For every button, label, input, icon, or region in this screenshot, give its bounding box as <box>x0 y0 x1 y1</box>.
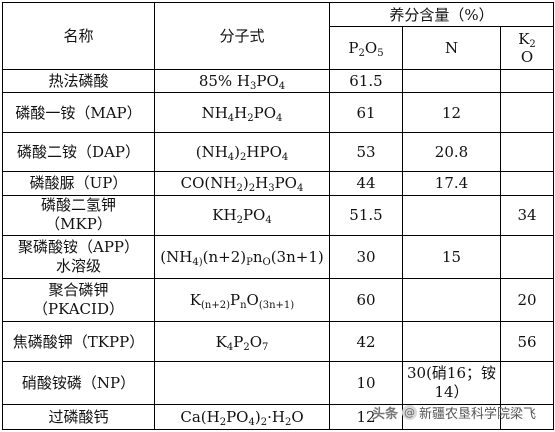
row-formula: K4P2O7 <box>154 321 330 362</box>
row-name: 焦磷酸钾（TKPP） <box>2 321 155 362</box>
row-name: 聚磷酸铵（APP） 水溶级 <box>2 235 155 279</box>
row-n: 12 <box>402 92 501 133</box>
row-name: 磷酸二铵（DAP） <box>2 131 155 173</box>
row-k2o <box>500 92 554 133</box>
header-k2o: K2 O <box>500 26 554 70</box>
row-name: 磷酸一铵（MAP） <box>2 92 155 133</box>
row-formula: (NH4)2HPO4 <box>154 131 330 173</box>
row-formula: K(n+2)PnO(3n+1) <box>154 277 330 323</box>
table-row: 磷酸二铵（DAP） (NH4)2HPO4 53 20.8 <box>2 131 554 173</box>
header-formula: 分子式 <box>154 2 330 70</box>
row-k2o <box>500 403 554 431</box>
row-formula: Ca(H2PO4)2·H2O <box>154 403 330 431</box>
row-p2o5: 42 <box>329 321 403 362</box>
row-p2o5: 61 <box>329 92 403 133</box>
row-p2o5: 51.5 <box>329 194 403 237</box>
header-nutrient: 养分含量（%） <box>329 1 554 28</box>
header-name: 名称 <box>2 2 155 70</box>
row-k2o: 34 <box>500 194 554 237</box>
at-icon: @ <box>402 404 418 420</box>
table-row: 磷酸一铵（MAP） NH4H2PO4 61 12 <box>2 92 554 133</box>
header-p2o5: P2O5 <box>329 26 403 70</box>
header-n: N <box>402 26 501 70</box>
header-row: 名称 分子式 养分含量（%） <box>2 1 554 70</box>
row-formula: (NH4)(n+2)PnO(3n+1) <box>154 235 330 279</box>
table-row: 聚合磷钾 （PKACID） K(n+2)PnO(3n+1) 60 20 <box>2 277 554 323</box>
row-k2o: 56 <box>500 321 554 362</box>
row-n <box>402 194 501 237</box>
row-formula: NH4H2PO4 <box>154 92 330 133</box>
row-p2o5: 10 <box>329 360 403 405</box>
row-p2o5: 44 <box>329 171 403 196</box>
row-k2o: 20 <box>500 277 554 323</box>
row-n: 20.8 <box>402 131 501 173</box>
row-name: 热法磷酸 <box>2 68 155 94</box>
row-k2o <box>500 131 554 173</box>
row-n: 17.4 <box>402 171 501 196</box>
watermark-account: 新疆农垦科学院梁飞 <box>419 406 537 422</box>
row-k2o <box>500 360 554 405</box>
row-formula <box>154 360 330 405</box>
row-name: 磷酸二氢钾 （MKP） <box>2 194 155 237</box>
row-n <box>402 277 501 323</box>
row-name: 聚合磷钾 （PKACID） <box>2 277 155 323</box>
table-row: 焦磷酸钾（TKPP） K4P2O7 42 56 <box>2 321 554 362</box>
row-p2o5: 53 <box>329 131 403 173</box>
row-name: 磷酸脲（UP） <box>2 171 155 196</box>
watermark: 头条 @ 新疆农垦科学院梁飞 <box>372 401 552 423</box>
row-n: 30(硝16；铵 14） <box>402 360 501 405</box>
row-name: 过磷酸钙 <box>2 403 155 431</box>
table-row: 磷酸二氢钾 （MKP） KH2PO4 51.5 34 <box>2 194 554 237</box>
row-k2o <box>500 235 554 279</box>
row-p2o5: 30 <box>329 235 403 279</box>
row-p2o5: 61.5 <box>329 68 403 94</box>
row-n <box>402 68 501 94</box>
watermark-brand: 头条 <box>372 406 399 422</box>
table-row: 热法磷酸 85% H3PO4 61.5 <box>2 68 554 94</box>
row-k2o <box>500 68 554 94</box>
table-row: 磷酸脲（UP） CO(NH2)2H3PO4 44 17.4 <box>2 171 554 196</box>
row-formula: CO(NH2)2H3PO4 <box>154 171 330 196</box>
row-n <box>402 321 501 362</box>
table-row: 过磷酸钙 Ca(H2PO4)2·H2O 12 <box>2 403 554 431</box>
table-row: 硝酸铵磷（NP） 10 30(硝16；铵 14） <box>2 360 554 405</box>
row-n: 15 <box>402 235 501 279</box>
row-k2o <box>500 171 554 196</box>
row-name: 硝酸铵磷（NP） <box>2 360 155 405</box>
row-p2o5: 60 <box>329 277 403 323</box>
row-formula: KH2PO4 <box>154 194 330 237</box>
row-formula: 85% H3PO4 <box>154 68 330 94</box>
table-row: 聚磷酸铵（APP） 水溶级 (NH4)(n+2)PnO(3n+1) 30 15 <box>2 235 554 279</box>
